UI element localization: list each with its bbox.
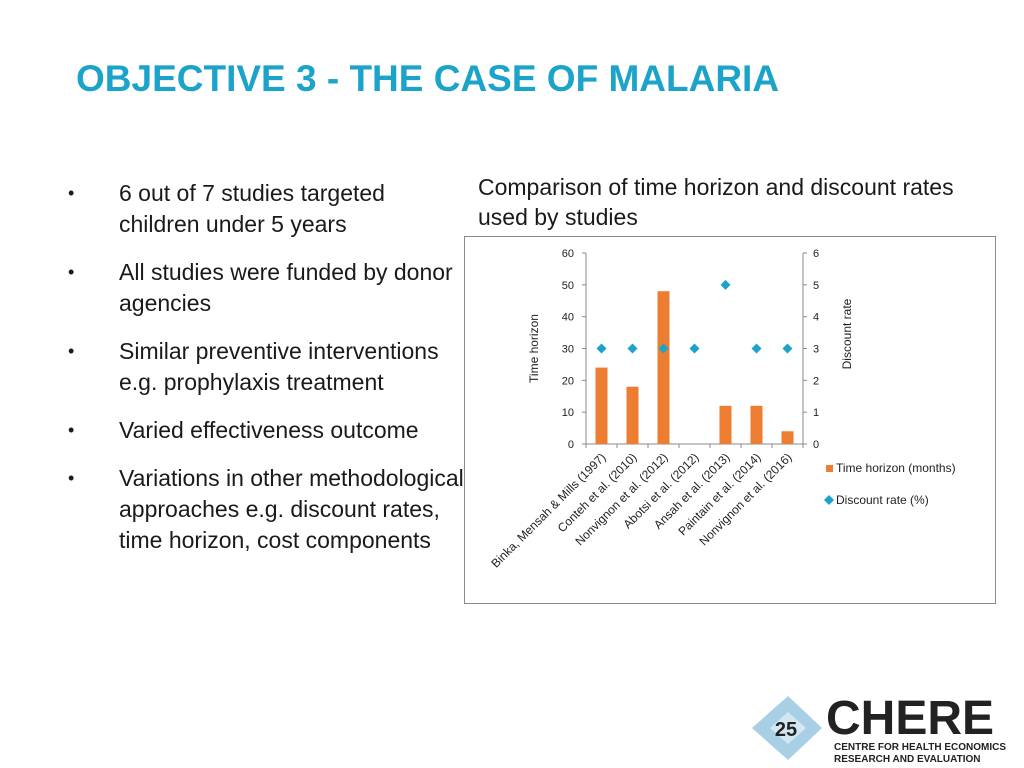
y2-tick-label: 0 bbox=[813, 439, 819, 451]
bullet-item: • Variations in other methodological appr… bbox=[64, 463, 464, 556]
slide-title: OBJECTIVE 3 - THE CASE OF MALARIA bbox=[76, 58, 780, 99]
logo-badge: 25 bbox=[775, 719, 797, 741]
bullet-icon: • bbox=[68, 468, 75, 488]
bullet-item: • All studies were funded by donor agenci… bbox=[64, 257, 464, 319]
bullet-text: All studies were funded by donor agencie… bbox=[119, 259, 453, 316]
y2-tick-label: 2 bbox=[813, 375, 819, 387]
bar bbox=[657, 291, 670, 444]
bullet-icon: • bbox=[68, 420, 75, 440]
bullet-text: 6 out of 7 studies targeted children und… bbox=[119, 180, 385, 237]
bar bbox=[719, 405, 732, 444]
bullet-icon: • bbox=[68, 341, 75, 361]
y2-tick-label: 1 bbox=[813, 407, 819, 419]
bullet-list: • 6 out of 7 studies targeted children un… bbox=[64, 178, 464, 573]
bar bbox=[626, 386, 639, 444]
logo-diamond-icon bbox=[752, 696, 822, 760]
bullet-text: Variations in other methodological appro… bbox=[119, 465, 464, 553]
legend-swatch-discount-rate bbox=[824, 495, 834, 505]
y2-tick-label: 6 bbox=[813, 248, 819, 260]
bullet-item: • Similar preventive interventions e.g. p… bbox=[64, 336, 464, 398]
y2-tick-label: 3 bbox=[813, 344, 819, 356]
bullet-item: • 6 out of 7 studies targeted children un… bbox=[64, 178, 464, 240]
discount-marker bbox=[627, 343, 638, 354]
discount-marker bbox=[751, 343, 762, 354]
y2-tick-label: 4 bbox=[813, 312, 819, 324]
y-tick-label: 20 bbox=[562, 375, 574, 387]
y-tick-label: 40 bbox=[562, 312, 574, 324]
y-tick-label: 10 bbox=[562, 407, 574, 419]
logo-tagline-2: RESEARCH AND EVALUATION bbox=[834, 754, 980, 765]
combo-chart: 0 10 20 30 40 50 60 0 1 2 3 4 5 6 Time horizon Discount… bbox=[488, 248, 956, 570]
discount-marker bbox=[782, 343, 793, 354]
logo-tagline-1: CENTRE FOR HEALTH ECONOMICS bbox=[834, 742, 1006, 753]
discount-marker bbox=[720, 279, 731, 290]
x-tick-label: Binka, Mensah & Mills (1997) bbox=[488, 450, 608, 570]
y-axis-title: Time horizon bbox=[527, 314, 541, 383]
bar bbox=[750, 405, 763, 444]
logo-brand: CHERE bbox=[826, 692, 994, 745]
y-tick-label: 0 bbox=[568, 439, 574, 451]
discount-marker bbox=[658, 343, 669, 354]
legend-label-time-horizon: Time horizon (months) bbox=[836, 461, 956, 475]
bar bbox=[781, 431, 794, 444]
discount-marker bbox=[689, 343, 700, 354]
y2-axis-title: Discount rate bbox=[840, 298, 854, 369]
y2-tick-label: 5 bbox=[813, 280, 819, 292]
y-tick-label: 50 bbox=[562, 280, 574, 292]
y-tick-label: 30 bbox=[562, 344, 574, 356]
bullet-icon: • bbox=[68, 262, 75, 282]
legend-swatch-time-horizon bbox=[826, 465, 833, 472]
bar bbox=[595, 367, 608, 444]
bullet-text: Varied effectiveness outcome bbox=[119, 417, 419, 443]
legend-label-discount-rate: Discount rate (%) bbox=[836, 493, 929, 507]
bullet-item: • Varied effectiveness outcome bbox=[64, 415, 464, 446]
y-tick-label: 60 bbox=[562, 248, 574, 260]
bullet-text: Similar preventive interventions e.g. pr… bbox=[119, 338, 439, 395]
bullet-icon: • bbox=[68, 183, 75, 203]
chart-caption: Comparison of time horizon and discount … bbox=[478, 174, 954, 230]
discount-marker bbox=[596, 343, 607, 354]
chart-container: 0 10 20 30 40 50 60 0 1 2 3 4 5 6 Time horizon Discount… bbox=[464, 236, 996, 604]
chere-logo: 25 CHERE CENTRE FOR HEALTH ECONOMICS RES… bbox=[752, 692, 1006, 765]
